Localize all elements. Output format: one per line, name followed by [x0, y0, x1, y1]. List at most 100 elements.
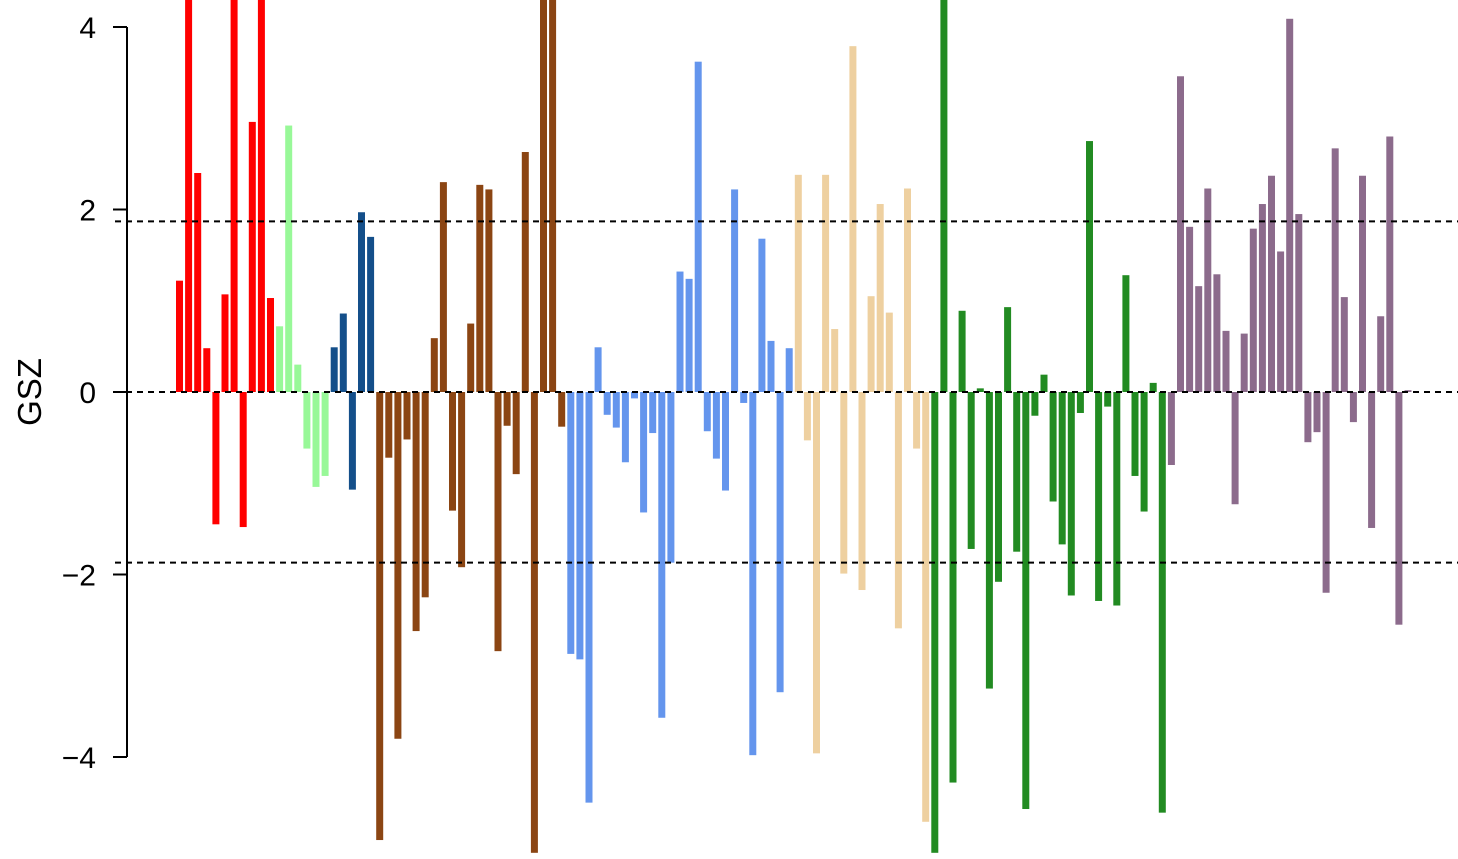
bar-g8-24: [1377, 316, 1385, 392]
bar-g3-3: [348, 392, 356, 490]
bar-g8-9: [1240, 333, 1248, 392]
bar-g2-5: [312, 392, 320, 487]
bar-g8-6: [1213, 274, 1221, 392]
bar-g5-19: [731, 189, 739, 392]
bar-g4-13: [485, 189, 493, 392]
bar-g1-1: [176, 280, 183, 392]
bar-g5-18: [722, 392, 729, 491]
reference-lines: [115, 220, 1458, 564]
bar-g5-4: [594, 347, 602, 392]
bar-g4-6: [421, 392, 429, 598]
bars-layer: [176, 0, 1412, 853]
bar-g8-12: [1268, 175, 1275, 392]
bar-g8-1: [1167, 392, 1175, 465]
bar-g8-23: [1368, 392, 1376, 528]
bar-g7-9: [1004, 307, 1012, 392]
bar-g7-16: [1067, 392, 1075, 596]
bar-g3-4: [358, 212, 365, 392]
bar-g5-24: [776, 392, 784, 693]
bar-g3-5: [367, 236, 375, 393]
bar-g6-6: [840, 392, 848, 574]
bar-g4-20: [549, 0, 557, 393]
bar-g6-15: [922, 392, 930, 822]
bar-g1-8: [239, 392, 247, 528]
bar-g7-23: [1131, 392, 1139, 476]
bar-g8-19: [1331, 148, 1339, 392]
y-tick-label: 0: [79, 377, 96, 410]
bar-g8-15: [1295, 214, 1303, 392]
bar-g1-5: [212, 392, 220, 525]
y-tick-label: −2: [62, 560, 96, 593]
bar-g4-8: [439, 182, 447, 392]
bar-g1-6: [221, 294, 229, 392]
bar-g8-4: [1195, 286, 1203, 392]
bar-g5-5: [603, 392, 611, 415]
bar-g5-10: [649, 392, 657, 434]
bar-g5-25: [785, 348, 793, 392]
y-axis: −4 −2 0 2 4: [62, 12, 128, 775]
bar-g2-2: [285, 125, 293, 393]
bar-g5-14: [685, 278, 693, 392]
bar-g7-1: [931, 392, 939, 853]
bar-g5-21: [749, 392, 757, 756]
bar-g5-20: [740, 392, 748, 403]
bar-g8-3: [1186, 226, 1194, 392]
bar-g4-11: [467, 323, 475, 392]
bar-g7-13: [1040, 374, 1048, 392]
bar-g8-11: [1258, 204, 1266, 392]
bar-g5-12: [667, 392, 675, 563]
bar-g5-9: [640, 392, 648, 513]
bar-g7-25: [1149, 382, 1157, 393]
bar-g1-9: [248, 121, 256, 393]
bar-g7-7: [985, 392, 993, 689]
bar-g7-6: [976, 388, 984, 392]
bar-g3-1: [330, 347, 338, 392]
bar-g4-18: [530, 392, 538, 853]
bar-g7-19: [1095, 392, 1103, 601]
bar-g1-2: [185, 0, 193, 393]
y-axis-title: GSZ: [11, 358, 48, 426]
bar-g1-3: [194, 173, 202, 392]
bar-g7-11: [1022, 392, 1030, 810]
bar-g5-15: [694, 61, 702, 393]
bar-g7-2: [940, 0, 948, 393]
bar-g4-10: [458, 392, 466, 568]
bar-g4-15: [503, 392, 511, 426]
bar-g5-13: [676, 271, 684, 392]
bar-g7-18: [1086, 141, 1093, 392]
bar-g5-17: [712, 392, 720, 459]
bar-g7-20: [1104, 392, 1112, 407]
bar-g8-7: [1222, 330, 1230, 392]
bar-g7-10: [1013, 392, 1021, 552]
bar-g7-5: [967, 392, 975, 549]
bar-g4-3: [394, 392, 402, 739]
bar-g8-21: [1349, 392, 1357, 423]
bar-g5-23: [767, 340, 775, 392]
bar-g8-26: [1395, 392, 1403, 625]
bar-g6-2: [803, 392, 811, 441]
bar-g4-12: [476, 184, 484, 392]
bar-g7-4: [958, 310, 966, 392]
bar-g6-8: [858, 392, 866, 591]
bar-g6-12: [894, 392, 902, 629]
bar-g8-14: [1286, 18, 1294, 392]
bar-g5-6: [612, 392, 620, 428]
bar-g4-4: [403, 392, 411, 440]
bar-g4-7: [430, 338, 438, 392]
bar-g7-15: [1058, 392, 1066, 545]
bar-g8-13: [1277, 251, 1285, 392]
bar-g4-14: [494, 392, 502, 652]
bar-g8-20: [1340, 297, 1348, 392]
bar-g6-7: [849, 46, 857, 392]
bar-g6-10: [876, 204, 884, 392]
bar-g2-6: [321, 392, 329, 476]
bar-g8-5: [1204, 188, 1212, 392]
bar-g8-8: [1231, 392, 1239, 505]
bar-g6-5: [831, 329, 839, 392]
bar-g5-1: [567, 392, 575, 654]
bar-g5-7: [621, 392, 629, 463]
bar-g7-22: [1122, 275, 1130, 392]
bar-g4-9: [449, 392, 456, 511]
